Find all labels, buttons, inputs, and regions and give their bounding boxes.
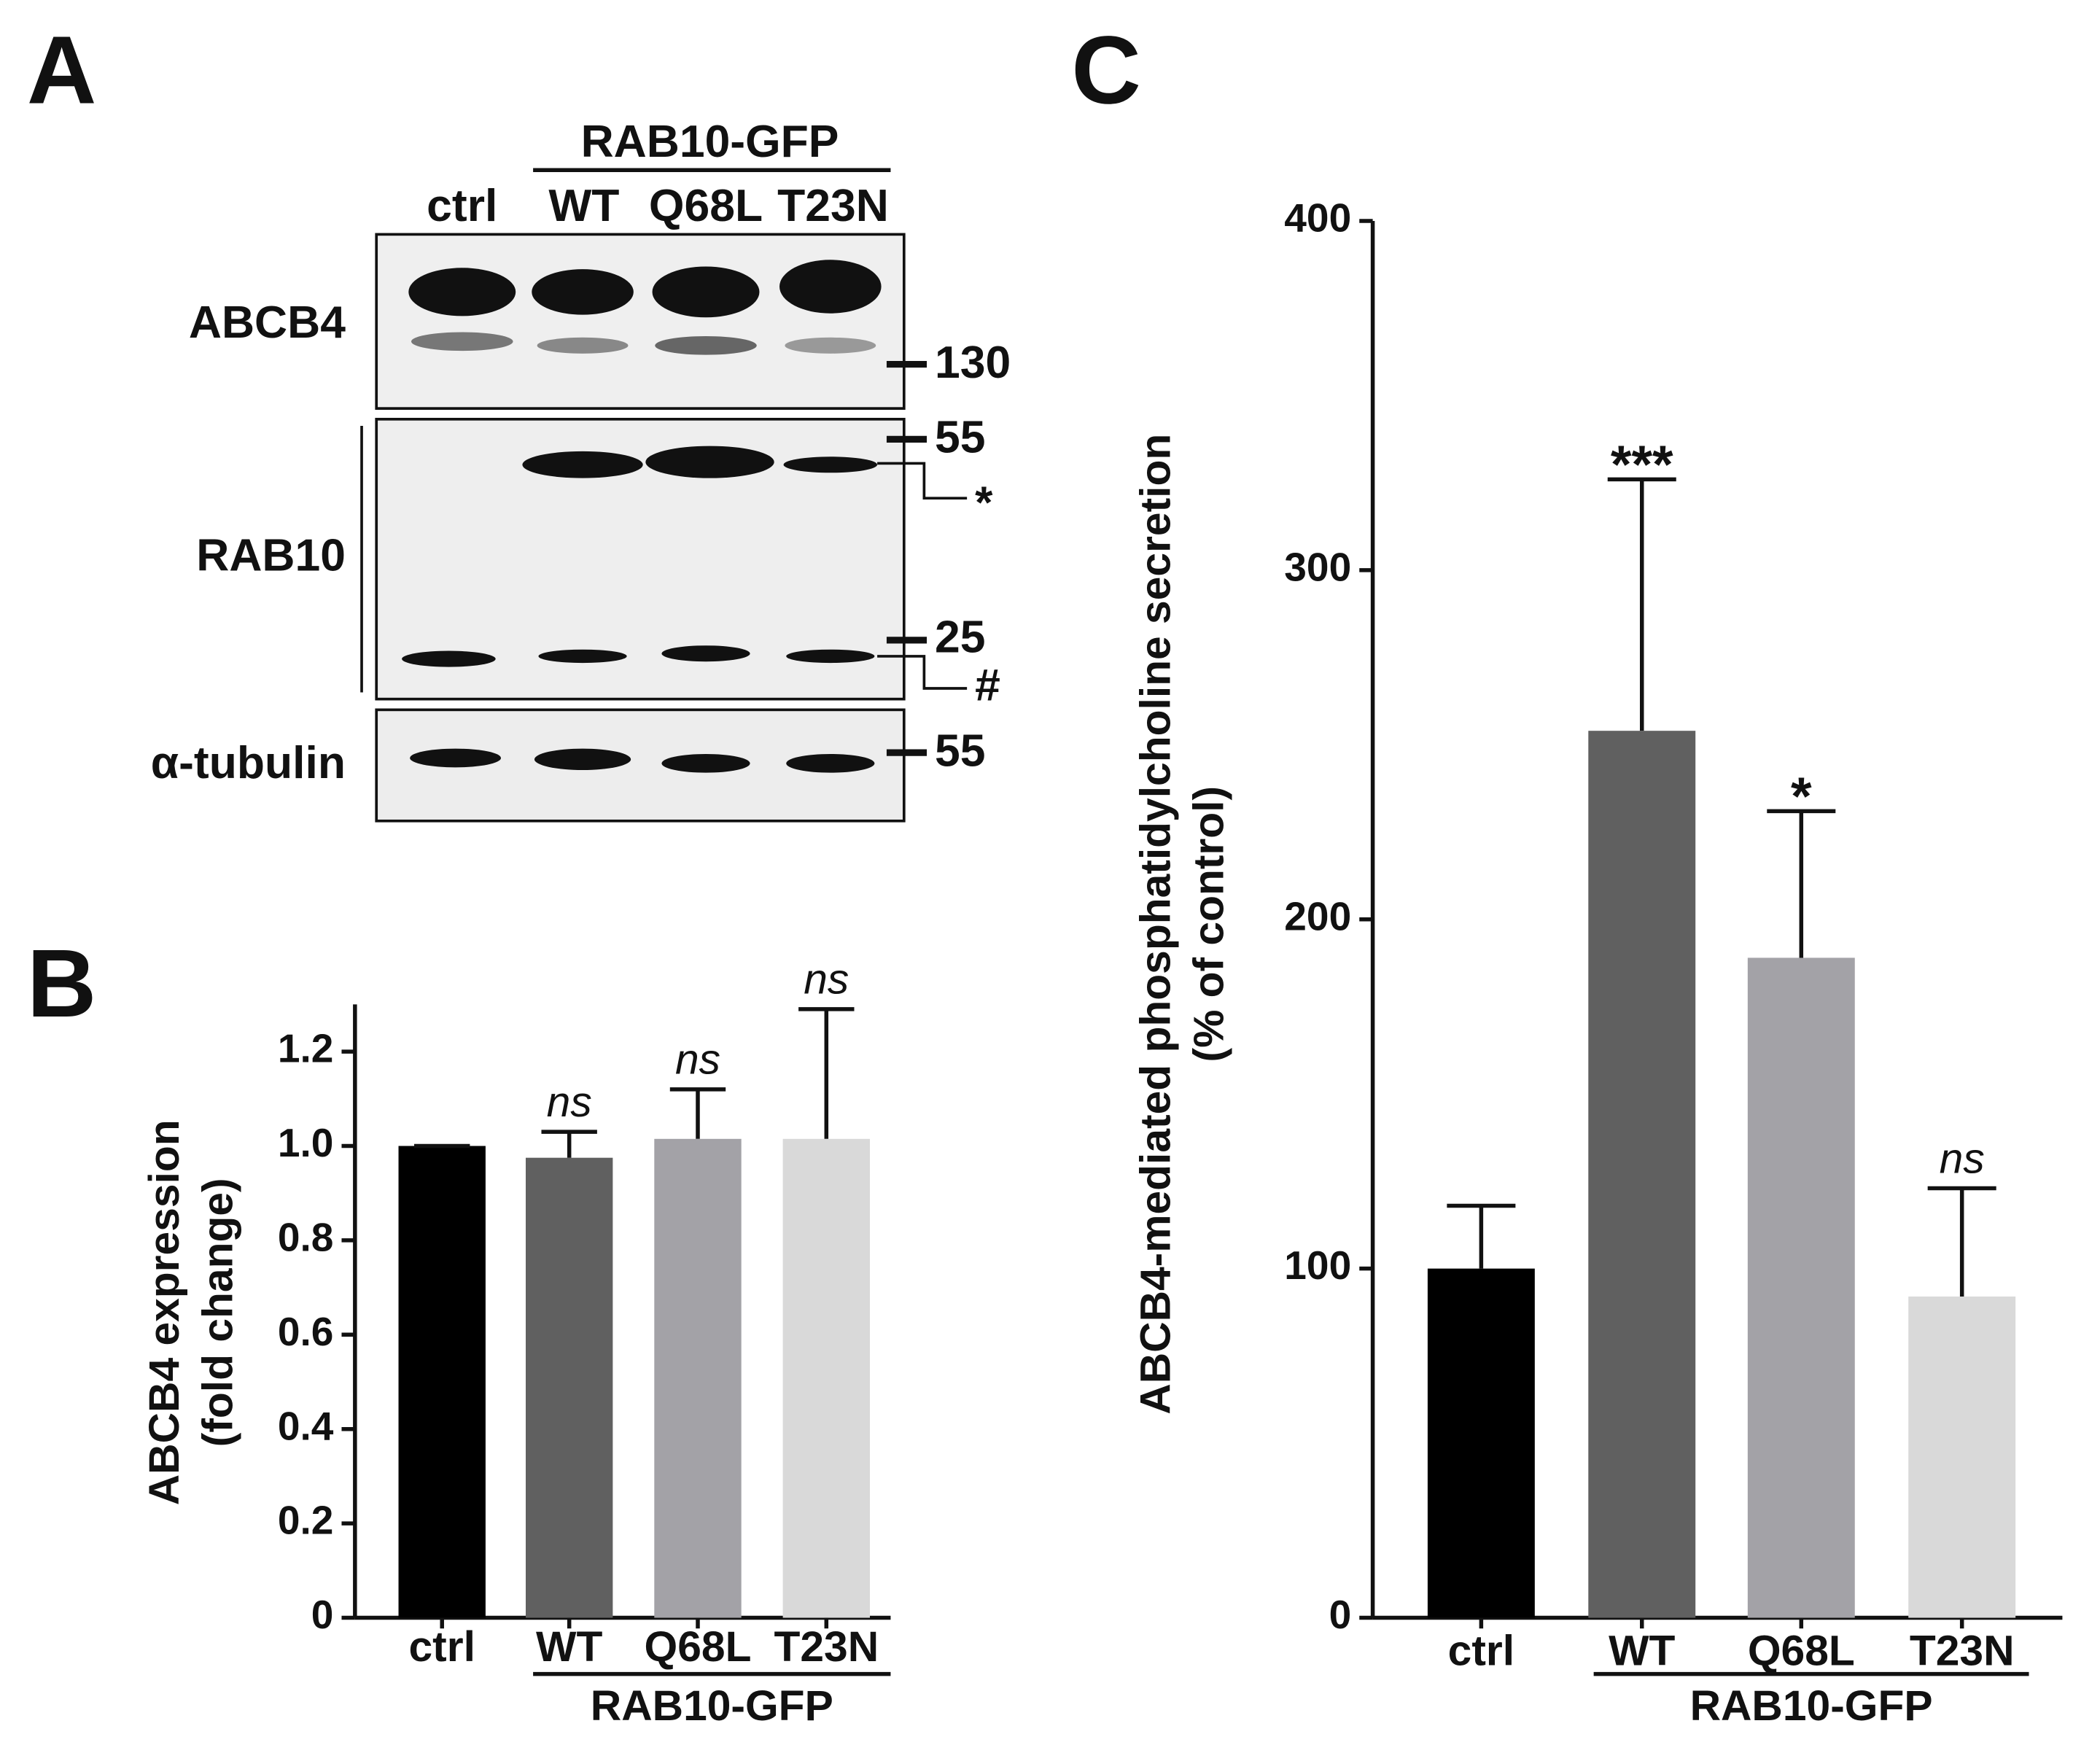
band-note: # bbox=[975, 659, 1000, 710]
panel-label: A bbox=[27, 16, 96, 124]
panel-label: B bbox=[27, 930, 96, 1038]
marker-label: 130 bbox=[935, 337, 1011, 388]
marker-dashes bbox=[886, 360, 928, 756]
marker-label: 55 bbox=[935, 412, 985, 463]
y-tick-label: 0 bbox=[311, 1592, 334, 1637]
blot-group-label: RAB10-GFP bbox=[581, 116, 839, 167]
row-label: RAB10 bbox=[196, 529, 346, 580]
bar bbox=[1908, 1296, 2016, 1618]
panel-label: C bbox=[1071, 16, 1140, 124]
y-axis-label: (fold change) bbox=[195, 1178, 242, 1447]
y-tick-label: 400 bbox=[1284, 195, 1351, 241]
y-tick-label: 0.8 bbox=[278, 1214, 334, 1259]
y-tick-label: 0 bbox=[1329, 1592, 1352, 1637]
lane-label: WT bbox=[548, 180, 619, 231]
bar bbox=[654, 1138, 742, 1618]
y-tick-label: 0.4 bbox=[278, 1403, 334, 1448]
y-tick-label: 200 bbox=[1284, 893, 1351, 938]
lane-label: T23N bbox=[777, 180, 889, 231]
y-tick-label: 100 bbox=[1284, 1243, 1351, 1288]
marker-label: 55 bbox=[935, 725, 985, 776]
band-note: * bbox=[975, 478, 993, 529]
y-tick-label: 1.0 bbox=[278, 1120, 334, 1165]
y-tick-label: 300 bbox=[1284, 544, 1351, 589]
x-tick-label: WT bbox=[536, 1623, 602, 1671]
significance: *** bbox=[1611, 434, 1673, 494]
row-label: ABCB4 bbox=[189, 297, 346, 348]
x-tick-label: T23N bbox=[1910, 1628, 2015, 1675]
y-tick-label: 0.6 bbox=[278, 1309, 334, 1354]
y-axis-label: (% of control) bbox=[1186, 786, 1233, 1062]
bar bbox=[782, 1138, 870, 1618]
group-label: RAB10-GFP bbox=[591, 1682, 833, 1730]
marker-label: 25 bbox=[935, 611, 985, 662]
lane-label: ctrl bbox=[427, 180, 497, 231]
callout bbox=[877, 655, 968, 690]
lane-label: Q68L bbox=[649, 180, 763, 231]
blot: RAB10-GFP ctrl WT Q68L T23N ABCB4 RAB10 … bbox=[151, 116, 1011, 823]
group-label: RAB10-GFP bbox=[1690, 1682, 1933, 1730]
y-tick-label: 1.2 bbox=[278, 1026, 334, 1071]
x-tick-label: ctrl bbox=[1448, 1628, 1514, 1675]
bar bbox=[398, 1146, 486, 1618]
y-tick-label: 0.2 bbox=[278, 1498, 334, 1543]
x-tick-label: WT bbox=[1609, 1628, 1675, 1675]
significance: ns bbox=[1940, 1135, 1985, 1182]
bar bbox=[1588, 731, 1696, 1618]
bar bbox=[1427, 1268, 1535, 1618]
y-axis-label: ABCB4 expression bbox=[141, 1119, 188, 1505]
x-tick-label: Q68L bbox=[1748, 1628, 1855, 1675]
x-tick-label: Q68L bbox=[645, 1623, 752, 1671]
bar bbox=[525, 1157, 613, 1618]
significance: ns bbox=[547, 1079, 592, 1126]
bands bbox=[402, 260, 882, 773]
significance: ns bbox=[804, 956, 849, 1003]
y-axis-label: ABCB4-mediated phosphatidylcholine secre… bbox=[1132, 434, 1179, 1415]
bar bbox=[1747, 957, 1855, 1618]
x-tick-label: T23N bbox=[774, 1623, 879, 1671]
x-tick-label: ctrl bbox=[408, 1623, 475, 1671]
row-label: α-tubulin bbox=[151, 737, 346, 788]
significance: ns bbox=[675, 1036, 720, 1084]
callout bbox=[877, 462, 968, 500]
significance: * bbox=[1791, 766, 1812, 826]
